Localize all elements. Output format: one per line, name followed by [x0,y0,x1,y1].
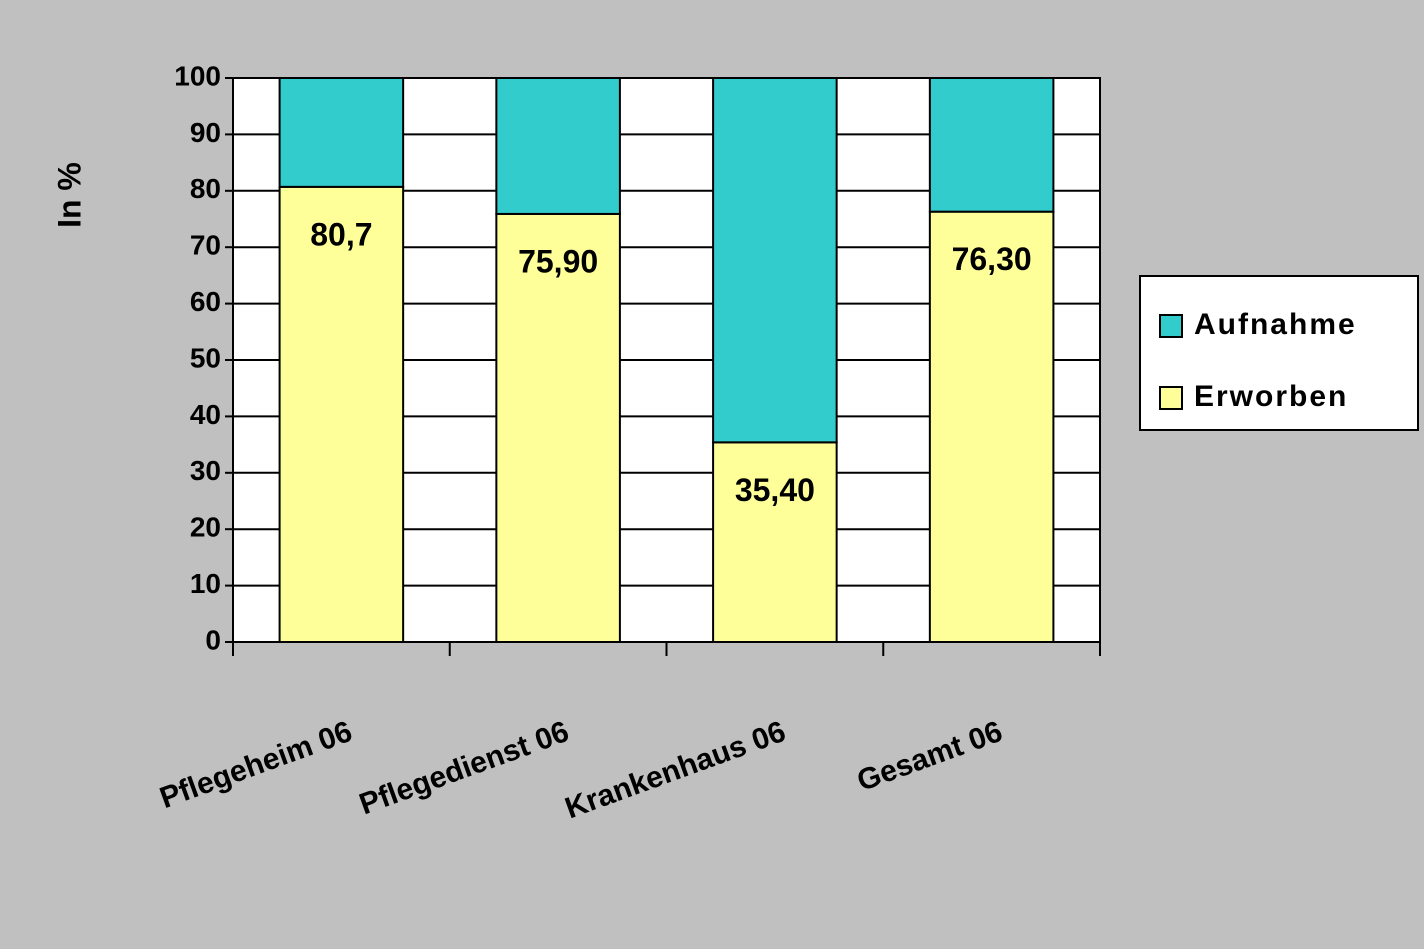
bar-segment [712,441,838,643]
bar-segment [278,77,405,188]
y-tick-label: 100 [174,60,221,91]
data-label: 76,30 [952,241,1032,277]
legend-label: Aufnahme [1194,308,1357,341]
y-axis-label: In % [51,162,87,228]
y-tick-label: 50 [190,342,221,373]
data-label: 35,40 [735,472,815,508]
y-tick-label: 60 [190,286,221,317]
y-tick-label: 40 [190,399,221,430]
bar-segment [712,77,838,444]
y-tick-label: 10 [190,568,221,599]
y-tick-label: 20 [190,512,221,543]
y-tick-label: 0 [205,624,221,655]
bar-segment [278,185,405,644]
bar-segment [928,77,1055,213]
legend [1139,275,1419,431]
legend-label: Erworben [1194,380,1348,413]
bar-segment [495,77,621,215]
bar-segment [495,212,621,643]
y-tick-label: 70 [190,230,221,261]
y-tick-label: 80 [190,173,221,204]
data-label: 75,90 [518,243,598,279]
y-tick-label: 30 [190,455,221,486]
legend-swatch [1159,314,1183,338]
data-label: 80,7 [310,216,372,252]
y-tick-label: 90 [190,117,221,148]
legend-swatch [1159,386,1183,410]
